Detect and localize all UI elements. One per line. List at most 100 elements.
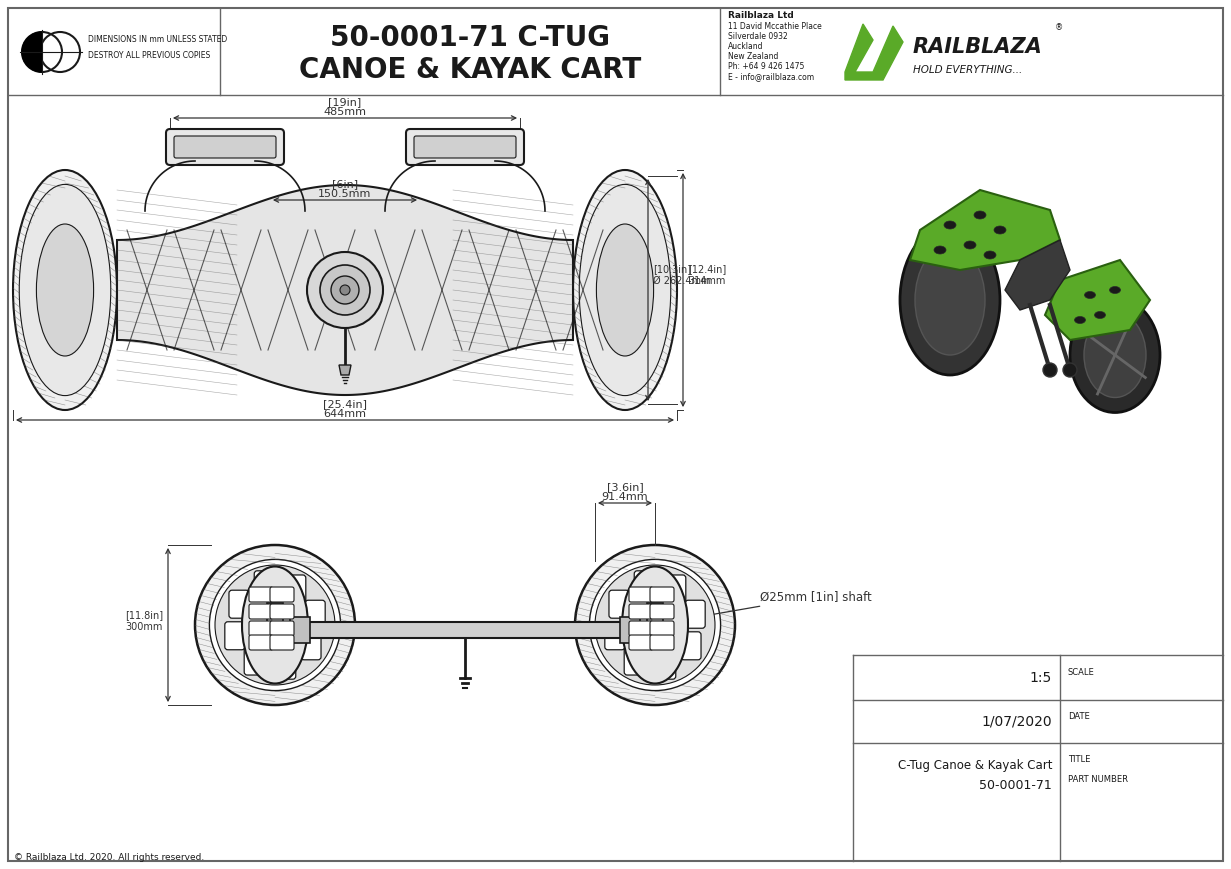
Ellipse shape <box>580 184 671 395</box>
Circle shape <box>194 545 355 705</box>
Polygon shape <box>1045 260 1150 340</box>
Ellipse shape <box>572 170 677 410</box>
FancyBboxPatch shape <box>629 587 652 602</box>
Text: Ø 262.4mm: Ø 262.4mm <box>652 276 710 286</box>
Circle shape <box>595 565 715 685</box>
Ellipse shape <box>1109 287 1120 294</box>
FancyBboxPatch shape <box>650 604 675 619</box>
FancyBboxPatch shape <box>302 632 321 660</box>
FancyBboxPatch shape <box>174 136 276 158</box>
FancyBboxPatch shape <box>406 129 524 165</box>
Circle shape <box>307 252 383 328</box>
Text: [3.6in]: [3.6in] <box>607 482 644 492</box>
Circle shape <box>1064 363 1077 377</box>
Text: 11 David Mccathie Place: 11 David Mccathie Place <box>728 22 822 31</box>
FancyBboxPatch shape <box>249 621 273 636</box>
Ellipse shape <box>1070 297 1160 413</box>
Text: C-Tug Canoe & Kayak Cart: C-Tug Canoe & Kayak Cart <box>897 759 1053 772</box>
Circle shape <box>590 560 720 691</box>
Text: [12.4in]: [12.4in] <box>688 264 726 274</box>
Ellipse shape <box>993 226 1006 234</box>
FancyBboxPatch shape <box>629 621 652 636</box>
FancyBboxPatch shape <box>255 571 275 599</box>
Ellipse shape <box>964 241 976 249</box>
Polygon shape <box>117 185 572 395</box>
Text: New Zealand: New Zealand <box>728 52 778 61</box>
FancyBboxPatch shape <box>624 647 644 675</box>
Text: [11.8in]: [11.8in] <box>124 610 162 620</box>
FancyBboxPatch shape <box>629 635 652 650</box>
Circle shape <box>215 565 335 685</box>
Ellipse shape <box>1094 311 1105 319</box>
Ellipse shape <box>243 567 308 684</box>
Text: 50-0001-71: 50-0001-71 <box>979 779 1053 792</box>
Ellipse shape <box>915 245 985 355</box>
Ellipse shape <box>20 184 111 395</box>
Circle shape <box>649 619 661 632</box>
Text: 644mm: 644mm <box>324 409 367 419</box>
Text: DIMENSIONS IN mm UNLESS STATED: DIMENSIONS IN mm UNLESS STATED <box>87 36 228 44</box>
Ellipse shape <box>1085 291 1096 298</box>
Text: SCALE: SCALE <box>1069 668 1094 677</box>
FancyBboxPatch shape <box>650 635 675 650</box>
Ellipse shape <box>1075 316 1086 323</box>
Ellipse shape <box>1085 313 1146 397</box>
FancyBboxPatch shape <box>686 600 705 628</box>
Bar <box>648 603 664 647</box>
Text: 91.4mm: 91.4mm <box>602 492 649 502</box>
FancyBboxPatch shape <box>249 635 273 650</box>
Text: ®: ® <box>1055 23 1064 32</box>
Circle shape <box>331 276 359 304</box>
Text: CANOE & KAYAK CART: CANOE & KAYAK CART <box>299 56 641 84</box>
Text: [19in]: [19in] <box>329 97 362 107</box>
Ellipse shape <box>984 251 996 259</box>
Text: TITLE: TITLE <box>1069 755 1091 764</box>
FancyBboxPatch shape <box>249 604 273 619</box>
Ellipse shape <box>934 246 945 254</box>
FancyBboxPatch shape <box>270 604 294 619</box>
Text: HOLD EVERYTHING...: HOLD EVERYTHING... <box>913 65 1022 75</box>
FancyBboxPatch shape <box>225 621 245 650</box>
FancyBboxPatch shape <box>629 604 652 619</box>
Text: 314mm: 314mm <box>688 276 725 286</box>
FancyBboxPatch shape <box>650 587 675 602</box>
FancyBboxPatch shape <box>270 635 294 650</box>
Ellipse shape <box>37 224 94 356</box>
Text: PART NUMBER: PART NUMBER <box>1069 775 1128 784</box>
Circle shape <box>340 285 350 295</box>
Bar <box>620 617 640 643</box>
FancyBboxPatch shape <box>681 632 700 660</box>
FancyBboxPatch shape <box>414 136 516 158</box>
Polygon shape <box>910 190 1060 270</box>
Text: RAILBLAZA: RAILBLAZA <box>913 37 1043 57</box>
Circle shape <box>640 611 670 640</box>
Circle shape <box>261 611 289 640</box>
Bar <box>291 622 640 638</box>
Circle shape <box>209 560 341 691</box>
Text: [6in]: [6in] <box>332 179 358 189</box>
FancyBboxPatch shape <box>666 575 686 603</box>
Ellipse shape <box>900 225 1000 375</box>
Polygon shape <box>339 365 351 375</box>
Text: 1:5: 1:5 <box>1030 671 1053 685</box>
FancyBboxPatch shape <box>270 587 294 602</box>
Polygon shape <box>844 24 904 80</box>
Text: 300mm: 300mm <box>126 622 162 632</box>
FancyBboxPatch shape <box>286 575 305 603</box>
FancyBboxPatch shape <box>634 571 654 599</box>
Bar <box>291 617 310 643</box>
FancyBboxPatch shape <box>229 590 249 618</box>
Text: 1/07/2020: 1/07/2020 <box>981 714 1053 728</box>
Circle shape <box>1043 363 1057 377</box>
Text: [10.3in]: [10.3in] <box>652 264 691 274</box>
FancyBboxPatch shape <box>609 590 629 618</box>
Wedge shape <box>22 32 42 72</box>
FancyBboxPatch shape <box>656 651 676 680</box>
Text: DATE: DATE <box>1069 712 1089 721</box>
FancyBboxPatch shape <box>166 129 284 165</box>
FancyBboxPatch shape <box>270 621 294 636</box>
FancyBboxPatch shape <box>650 621 675 636</box>
Polygon shape <box>1004 240 1070 310</box>
Text: E - info@railblaza.com: E - info@railblaza.com <box>728 72 814 81</box>
Circle shape <box>268 619 282 632</box>
